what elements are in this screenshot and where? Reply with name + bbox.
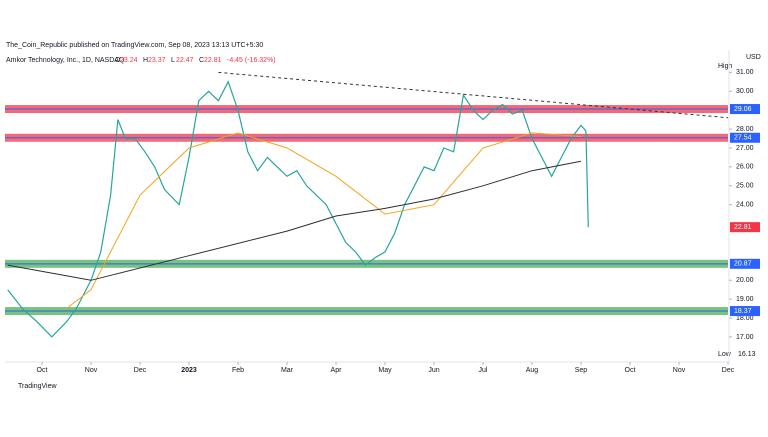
ohlc-value: 23.37 <box>148 57 166 64</box>
publisher: The_Coin_Republic published on TradingVi… <box>6 42 263 49</box>
series-line <box>7 160 582 281</box>
price-tag-label: 18.37 <box>734 308 752 315</box>
y-tick-label: 30.00 <box>736 88 754 95</box>
y-tick-label: 20.00 <box>736 277 754 284</box>
x-tick-label: Nov <box>673 367 686 374</box>
y-tick-label: 19.00 <box>736 296 754 303</box>
price-tag-label: 22.81 <box>734 224 752 231</box>
ohlc-value: 23.24 <box>120 57 138 64</box>
price-tag <box>730 258 760 269</box>
price-tag-label: 27.54 <box>734 135 752 142</box>
price-tag <box>730 222 760 233</box>
ohlc-key: C <box>199 57 204 64</box>
symbol: Amkor Technology, Inc., 1D, NASDAQ <box>6 57 125 64</box>
x-tick-label: Feb <box>232 367 244 374</box>
y-tick-label: 28.00 <box>736 126 754 133</box>
x-tick-label: Oct <box>37 367 48 374</box>
y-tick-label: 25.00 <box>736 183 754 190</box>
ohlc-key: O <box>115 57 121 64</box>
price-tag <box>730 132 760 143</box>
price-tag <box>730 104 760 115</box>
y-tick-label: 18.00 <box>736 315 754 322</box>
x-tick-label: Dec <box>134 367 147 374</box>
y-tick-label: 26.00 <box>736 164 754 171</box>
x-tick-label: Oct <box>625 367 636 374</box>
ohlc-key: H <box>143 57 148 64</box>
x-tick-label: Sep <box>575 367 588 374</box>
low-value: 16.13 <box>738 351 756 358</box>
series-line <box>7 80 589 338</box>
series-line <box>66 132 582 309</box>
x-tick-label: Jul <box>479 367 488 374</box>
y-tick-label: 27.00 <box>736 145 754 152</box>
low-label: Low <box>718 351 732 358</box>
price-tag-label: 29.06 <box>734 106 752 113</box>
y-tick-label: 31.00 <box>736 69 754 76</box>
currency: USD <box>746 54 761 61</box>
x-tick-label: 2023 <box>181 367 197 374</box>
x-tick-label: Apr <box>331 367 343 374</box>
price-tag-label: 20.87 <box>734 261 752 268</box>
trend-line <box>218 71 729 119</box>
x-tick-label: Nov <box>85 367 98 374</box>
change: -4.45 (-16.32%) <box>227 57 276 64</box>
y-tick-label: 17.00 <box>736 334 754 341</box>
ohlc-key: L <box>171 57 175 64</box>
footer: TradingView <box>18 383 57 390</box>
high-label: High <box>718 63 733 70</box>
ohlc-value: 22.81 <box>204 57 222 64</box>
price-tag <box>730 306 760 317</box>
x-tick-label: May <box>378 367 392 374</box>
x-tick-label: Jun <box>428 367 439 374</box>
y-tick-label: 24.00 <box>736 202 754 209</box>
x-tick-label: Aug <box>526 367 539 374</box>
x-tick-label: Mar <box>281 367 294 374</box>
ohlc-value: 22.47 <box>176 57 194 64</box>
x-tick-label: Dec <box>722 367 735 374</box>
